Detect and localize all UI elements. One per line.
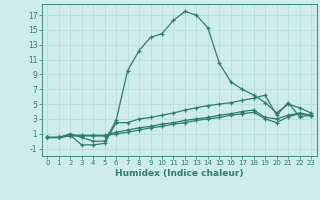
X-axis label: Humidex (Indice chaleur): Humidex (Indice chaleur) (115, 169, 244, 178)
